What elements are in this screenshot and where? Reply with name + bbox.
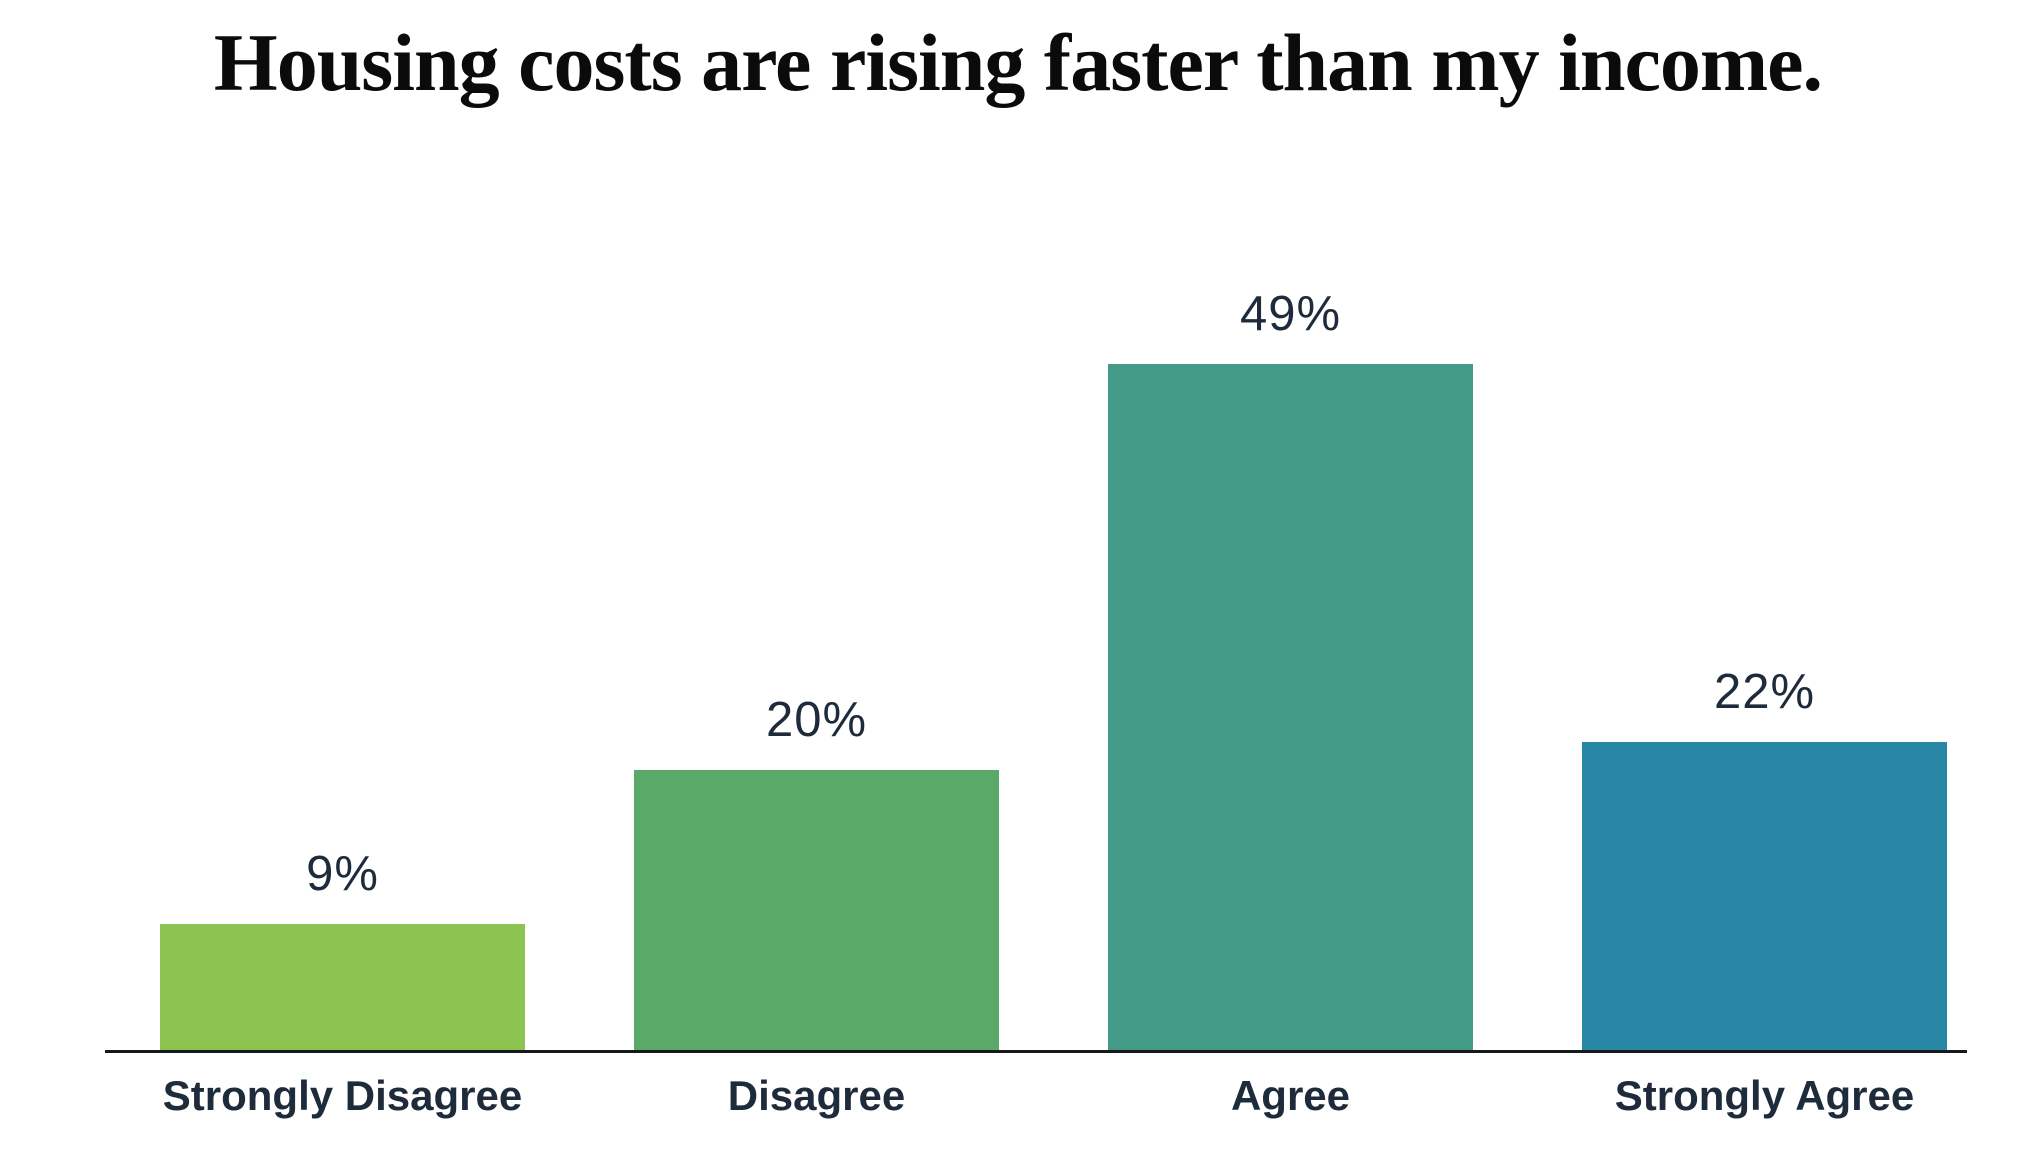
bar-value-label-strongly-disagree: 9% [306, 847, 379, 901]
bar-value-label-disagree: 20% [765, 693, 868, 747]
bar-column-strongly-disagree: 9% [160, 846, 525, 1050]
bar-strongly-agree [1582, 742, 1947, 1050]
x-axis-label-strongly-disagree: Strongly Disagree [162, 1072, 523, 1119]
bar-strongly-disagree [160, 924, 525, 1050]
bar-value-label-strongly-agree: 22% [1713, 665, 1816, 719]
x-axis-label-agree: Agree [1230, 1072, 1351, 1119]
bar-disagree [634, 770, 999, 1050]
bar-agree [1108, 364, 1473, 1050]
plot-area: 9% 20% 49% 22% [105, 286, 1967, 1053]
x-axis-label-strongly-agree: Strongly Agree [1614, 1072, 1915, 1119]
x-axis-label-disagree: Disagree [727, 1072, 906, 1119]
x-axis-labels: Strongly Disagree Disagree Agree Strongly A… [105, 1072, 1967, 1120]
chart-title: Housing costs are rising faster than my … [213, 17, 1823, 108]
bar-column-agree: 49% [1108, 286, 1473, 1050]
bar-column-strongly-agree: 22% [1582, 664, 1947, 1050]
bar-value-label-agree: 49% [1239, 287, 1342, 341]
bar-column-disagree: 20% [634, 692, 999, 1050]
